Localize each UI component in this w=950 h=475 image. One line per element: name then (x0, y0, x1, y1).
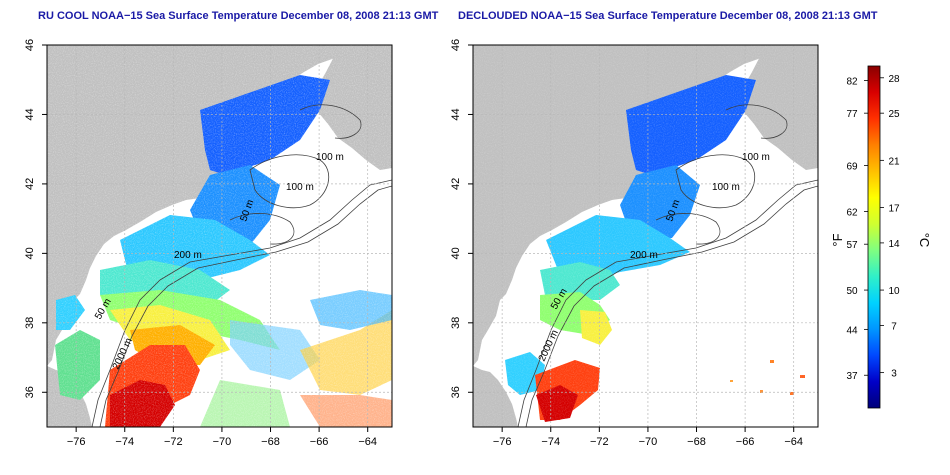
x-tick-label: −72 (590, 436, 609, 448)
colorbar-f-label: 62 (846, 207, 858, 218)
right-map-frame (472, 44, 819, 428)
right-axis-ticks: −76 −74 −72 −70 −68 −66 −64 46 44 42 40 38 36 (450, 39, 803, 448)
contour-label: 200 m (174, 250, 202, 261)
x-tick-label: −64 (784, 436, 803, 448)
y-tick-label: 44 (24, 108, 36, 120)
x-tick-label: −76 (67, 436, 86, 448)
contour-label: 100 m (712, 182, 740, 193)
colorbar-fahrenheit-ticks: 82 77 69 62 57 50 44 37 (846, 76, 868, 382)
colorbar-celsius-ticks: 28 25 21 17 14 10 7 3 (880, 74, 900, 380)
colorbar-unit-fahrenheit: °F (830, 233, 845, 246)
colorbar-bar (867, 65, 881, 409)
colorbar-c-label: 28 (888, 74, 900, 85)
y-tick-label: 46 (450, 39, 462, 51)
contour-label: 100 m (742, 152, 770, 163)
colorbar-f-label: 69 (846, 162, 858, 173)
contour-label: 100 m (316, 152, 344, 163)
contour-label: 200 m (630, 250, 658, 261)
grid-right (473, 45, 818, 427)
colorbar-unit-celsius: °C (917, 233, 932, 248)
y-tick-label: 44 (450, 108, 462, 120)
left-map-frame (46, 44, 393, 428)
y-tick-label: 42 (450, 178, 462, 190)
x-tick-label: −68 (687, 436, 706, 448)
x-tick-label: −74 (541, 436, 560, 448)
y-tick-label: 36 (450, 386, 462, 398)
grid-left (47, 45, 392, 427)
x-tick-label: −70 (639, 436, 658, 448)
y-tick-label: 42 (24, 178, 36, 190)
x-tick-label: −72 (164, 436, 183, 448)
colorbar-f-label: 82 (846, 76, 858, 87)
contour-label: 100 m (286, 182, 314, 193)
bathymetry-contours-left (91, 104, 392, 427)
x-tick-label: −64 (358, 436, 377, 448)
colorbar-c-label: 14 (888, 239, 900, 250)
y-tick-label: 40 (450, 247, 462, 259)
y-tick-label: 46 (24, 39, 36, 51)
colorbar-c-label: 10 (888, 286, 900, 297)
x-tick-label: −70 (213, 436, 232, 448)
colorbar-c-label: 17 (888, 204, 900, 215)
bathymetry-contours-right (517, 104, 818, 427)
colorbar-c-label: 3 (891, 369, 897, 380)
sst-field-right (473, 45, 818, 427)
colorbar-c-label: 7 (891, 321, 897, 332)
y-tick-label: 38 (24, 317, 36, 329)
left-panel-title: RU COOL NOAA−15 Sea Surface Temperature … (38, 10, 439, 22)
colorbar-f-label: 37 (846, 371, 858, 382)
x-tick-label: −66 (736, 436, 755, 448)
colorbar-f-label: 77 (846, 109, 858, 120)
right-panel-title: DECLOUDED NOAA−15 Sea Surface Temperatur… (458, 10, 878, 22)
x-tick-label: −66 (310, 436, 329, 448)
colorbar-f-label: 50 (846, 286, 858, 297)
y-tick-label: 40 (24, 247, 36, 259)
colorbar-c-label: 21 (888, 156, 900, 167)
colorbar-f-label: 57 (846, 240, 858, 251)
x-tick-label: −76 (493, 436, 512, 448)
colorbar: 82 77 69 62 57 50 44 37 28 25 21 17 14 10 7 3 °F °C (830, 65, 932, 409)
sst-field-left (47, 45, 392, 427)
y-tick-label: 38 (450, 317, 462, 329)
colorbar-f-label: 44 (846, 325, 858, 336)
left-axis-ticks: −76 −74 −72 −70 −68 −66 −64 46 44 42 40 38 36 (24, 39, 377, 448)
x-tick-label: −74 (115, 436, 134, 448)
x-tick-label: −68 (261, 436, 280, 448)
y-tick-label: 36 (24, 386, 36, 398)
colorbar-c-label: 25 (888, 109, 900, 120)
